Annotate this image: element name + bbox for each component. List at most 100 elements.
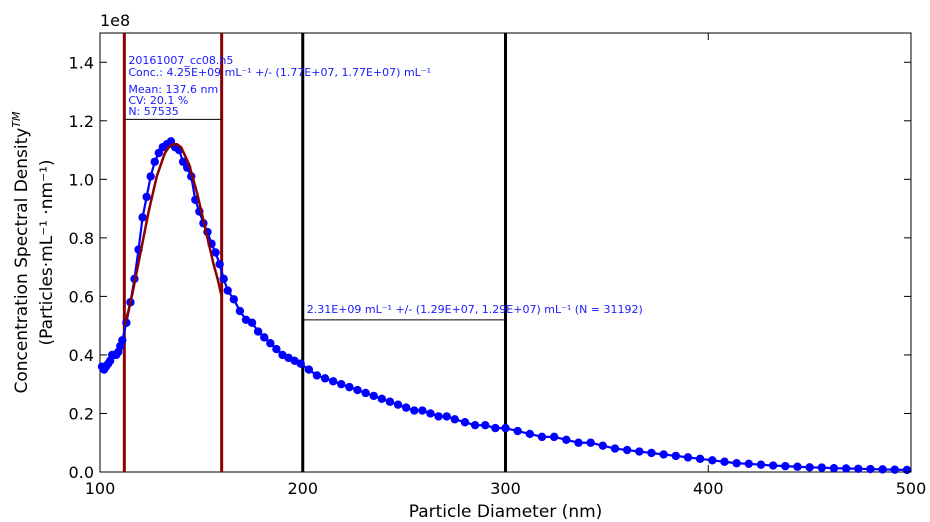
measured-point [146, 172, 155, 181]
measured-point [586, 438, 595, 447]
measured-point [491, 423, 500, 433]
measured-line [101, 139, 907, 472]
measured-point [622, 445, 632, 455]
plot-area [97, 32, 912, 475]
fit-annotation-cv: CV: 20.1 % [128, 94, 188, 107]
fit-annotation-concentration: Conc.: 4.25E+09 mL⁻¹ +/- (1.77E+07, 1.77… [128, 66, 431, 79]
measured-point [732, 459, 741, 468]
measured-point [829, 463, 839, 473]
y-tick-label: 1.2 [69, 112, 94, 131]
x-tick-label: 400 [693, 479, 724, 498]
measured-point [223, 286, 232, 295]
measured-point [426, 409, 435, 418]
measured-point [401, 403, 411, 412]
measured-point [304, 365, 314, 374]
measured-point [410, 406, 419, 415]
measured-point [610, 444, 620, 453]
y-tick-label: 0.0 [69, 463, 94, 482]
measured-point [708, 456, 717, 465]
measured-point [501, 423, 510, 433]
measured-point [219, 274, 228, 284]
measured-point [215, 260, 224, 269]
measured-point [450, 415, 460, 424]
measured-point [353, 385, 362, 395]
vertical-lines [122, 33, 507, 472]
measured-point [866, 464, 875, 474]
y-tick-label: 1.0 [69, 170, 94, 189]
measured-point [337, 380, 346, 389]
measured-point [178, 157, 188, 166]
measured-point [635, 447, 644, 456]
measured-point [235, 306, 245, 316]
y-tick-label: 0.2 [69, 404, 94, 423]
y-axis-label-line1: Concentration Spectral DensityTM [10, 111, 32, 394]
fit-curve [123, 142, 223, 327]
measured-point [253, 327, 263, 336]
measured-point [138, 213, 147, 222]
measured-point [841, 464, 851, 473]
measured-point [805, 463, 814, 472]
measured-point [312, 371, 322, 380]
measured-point [549, 432, 559, 442]
measured-point [817, 463, 826, 472]
measured-point [793, 462, 802, 471]
measured-point [513, 426, 522, 436]
measured-point [442, 412, 451, 421]
measured-point [647, 448, 656, 458]
measured-point [118, 336, 127, 345]
x-tick-label: 200 [287, 479, 318, 498]
measured-point [744, 459, 753, 469]
measured-point [434, 412, 443, 421]
measured-point [385, 397, 395, 406]
series-fit [123, 142, 223, 327]
fit-annotation-filename: 20161007_cc08.h5 [128, 54, 233, 67]
fit-annotation-mean: Mean: 137.6 nm [128, 83, 218, 96]
measured-point [659, 450, 668, 459]
y-tick-label: 0.6 [69, 287, 94, 306]
measured-point [150, 157, 159, 166]
x-tick-label: 100 [85, 479, 116, 498]
y-scale-label: 1e8 [100, 11, 130, 30]
measured-point [266, 339, 275, 348]
y-axis-label: Concentration Spectral DensityTM (Partic… [10, 111, 57, 394]
measured-point [369, 391, 378, 401]
measured-point [574, 438, 583, 447]
measured-point [328, 377, 338, 386]
y-axis-label-main: Concentration Spectral Density [12, 128, 32, 394]
measured-point [481, 420, 490, 430]
measured-point [272, 344, 281, 354]
measured-point [377, 394, 387, 404]
measured-point [418, 406, 427, 415]
measured-point [211, 248, 220, 257]
range-markers [124, 118, 506, 321]
measured-point [902, 465, 912, 475]
measured-point [460, 418, 470, 427]
y-axis-label-line2: (Particles·mL⁻¹ ·nm⁻¹) [37, 159, 57, 345]
measured-point [878, 465, 887, 474]
measured-point [683, 453, 693, 462]
measured-point [781, 461, 790, 471]
measured-point [361, 388, 370, 398]
measured-point [890, 465, 899, 474]
series-measured [97, 137, 912, 475]
region-annotation: 2.31E+09 mL⁻¹ +/- (1.29E+07, 1.29E+07) m… [307, 303, 643, 316]
y-tick-label: 0.4 [69, 346, 94, 365]
measured-point [142, 192, 151, 202]
measured-point [296, 359, 305, 368]
x-tick-label: 300 [490, 479, 521, 498]
measured-point [345, 382, 354, 392]
measured-point [720, 457, 729, 466]
axis-ticks: 100 200 300 400 500 0.0 0.2 0.4 0.6 0.8 1.0 1.2 1.4 [69, 33, 927, 498]
x-axis-label: Particle Diameter (nm) [409, 502, 603, 522]
measured-point [537, 432, 547, 442]
y-axis-label-superscript: TM [10, 111, 23, 128]
measured-point [154, 148, 163, 158]
y-tick-label: 0.8 [69, 229, 94, 248]
measured-point [260, 333, 269, 342]
measured-point [598, 441, 608, 450]
measured-point [671, 451, 681, 461]
measured-point [768, 461, 778, 470]
measured-point [393, 400, 403, 409]
x-tick-label: 500 [896, 479, 927, 498]
